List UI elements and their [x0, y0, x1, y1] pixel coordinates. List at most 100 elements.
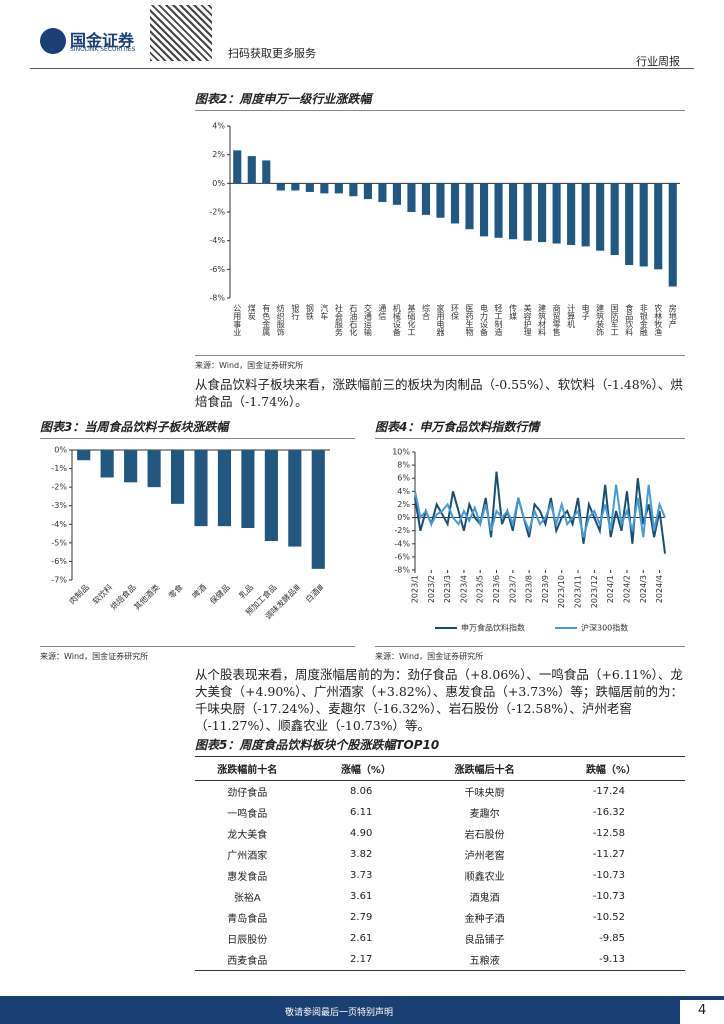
y-tick-label: -4% — [394, 539, 410, 548]
x-tick-label: 2023/12 — [590, 575, 599, 608]
bar — [100, 450, 114, 478]
x-tick-label: 2023/2 — [427, 575, 436, 603]
footer-note: 敬请参阅最后一页特别声明 — [285, 1008, 394, 1018]
table-cell: 西麦食品 — [195, 949, 300, 971]
bar — [654, 183, 663, 270]
table-row: 张裕A 3.61 酒鬼酒 -10.73 — [195, 886, 685, 907]
x-tick-label: 商贸零售 — [552, 303, 561, 337]
table-cell: 劲仔食品 — [227, 788, 268, 799]
table-cell: 一鸣食品 — [227, 809, 268, 820]
bar — [392, 183, 401, 205]
chart: 0%-1%-2%-3%-4%-5%-6%-7%肉制品 软饮料烘焙食品其他酒类 零食啤… — [51, 446, 330, 621]
logo-en: SINOLINK SECURITIES — [70, 46, 136, 53]
bar — [378, 183, 387, 202]
bar — [625, 183, 634, 266]
x-tick-label: 2024/3 — [639, 575, 648, 603]
table-cell: 张裕A — [233, 893, 261, 904]
table-cell: 青岛食品 — [227, 914, 268, 925]
x-tick-label: 医药生物 — [465, 304, 474, 337]
x-tick-label: 钢铁 — [305, 303, 314, 321]
table-cell: 2.17 — [299, 949, 433, 971]
table-cell: 2.79 — [350, 912, 373, 923]
x-tick-label: 其他酒类 — [132, 582, 162, 612]
table-cell: 五粮液 — [432, 949, 537, 971]
x-tick-label: 2023/6 — [492, 575, 501, 603]
x-tick-label: 通信 — [378, 303, 387, 321]
y-tick-label: -1% — [51, 464, 67, 473]
bar — [523, 183, 532, 241]
x-tick-label: 计算机 — [567, 303, 576, 329]
table-cell: -10.52 — [592, 912, 625, 923]
table-cell: 6.11 — [350, 807, 373, 818]
bar — [247, 156, 256, 184]
x-tick-label: 机械设备 — [392, 303, 401, 337]
table-header: 涨幅（%） — [299, 756, 433, 781]
x-tick-label: 2023/5 — [476, 575, 485, 603]
x-tick-label: 2023/10 — [557, 575, 566, 608]
logo-icon — [40, 28, 66, 54]
table-cell: 岩石股份 — [464, 830, 505, 841]
bar — [241, 450, 255, 528]
table-row: 劲仔食品 8.06 千味央厨 -17.24 — [195, 781, 685, 803]
figure-source: 来源：Wind，国金证券研究所 — [195, 355, 685, 371]
bar — [596, 183, 605, 251]
x-tick-label: 白酒Ⅲ — [303, 582, 325, 604]
x-tick-label: 2024/4 — [655, 575, 664, 603]
table-cell: 广州酒家 — [227, 851, 268, 862]
table-cell: -17.24 — [592, 786, 625, 797]
table-cell: -10.73 — [592, 870, 625, 881]
figure-title: 图表4：申万食品饮料指数行情 — [375, 418, 685, 439]
table-cell: 惠发食品 — [227, 872, 268, 883]
bar — [233, 150, 242, 184]
legend-label: 申万食品饮料指数 — [461, 623, 525, 633]
bar — [436, 183, 445, 218]
y-tick-label: 0% — [212, 179, 225, 188]
figure-title: 图表2：周度申万一级行业涨跌幅 — [195, 90, 685, 111]
x-tick-label: 美容护理 — [523, 303, 532, 336]
y-tick-label: 2% — [397, 500, 410, 509]
y-tick-label: -6% — [209, 265, 225, 274]
x-tick-label: 银行 — [291, 303, 300, 321]
bar — [291, 183, 300, 191]
table-header: 涨跌幅前十名 — [195, 756, 300, 781]
bar — [479, 183, 489, 237]
bar — [124, 450, 138, 483]
bar — [288, 450, 302, 547]
x-tick-label: 农林牧渔 — [654, 303, 663, 336]
bar — [262, 160, 271, 184]
x-tick-label: 国防军工 — [610, 304, 619, 336]
x-tick-label: 电力设备 — [480, 303, 489, 337]
x-tick-label: 电子 — [581, 303, 590, 320]
x-tick-label: 非银金融 — [639, 303, 648, 337]
bar — [538, 183, 547, 243]
qr-code — [150, 5, 212, 61]
bar — [552, 183, 561, 244]
y-tick-label: -8% — [209, 294, 225, 303]
chart: 4% 2% 0% -2% -4% -6% -8% 公用事业 煤炭 有色金属 纺织服饰 银行 钢铁 汽车 社会… — [209, 122, 680, 337]
table-row: 一鸣食品 6.11 麦趣尔 -16.32 — [195, 802, 685, 823]
x-tick-label: 基础化工 — [407, 303, 416, 336]
y-tick-label: 8% — [397, 461, 410, 470]
table-cell: -9.85 — [599, 933, 625, 944]
x-tick-label: 轻工制造 — [494, 303, 503, 337]
table-cell: -16.32 — [592, 807, 625, 818]
x-tick-label: 综合 — [421, 303, 430, 321]
table-row: 青岛食品 2.79 金种子酒 -10.52 — [195, 907, 685, 928]
y-tick-label: -4% — [51, 520, 67, 529]
doc-type: 行业周报 — [636, 55, 680, 68]
bar — [610, 183, 619, 255]
table-header: 涨跌幅后十名 — [432, 756, 537, 781]
bar — [217, 450, 232, 527]
x-tick-label: 2023/8 — [525, 575, 534, 603]
table-cell: 日辰股份 — [227, 935, 268, 946]
table-row: 惠发食品 3.73 顺鑫农业 -10.73 — [195, 865, 685, 886]
x-tick-label: 乳品 — [237, 582, 255, 600]
x-tick-label: 石油石化 — [349, 304, 358, 337]
figure-title: 图表3：当周食品饮料子板块涨跌幅 — [40, 418, 355, 439]
y-tick-label: -4% — [209, 236, 225, 245]
x-tick-label: 房地产 — [668, 303, 677, 329]
x-tick-label: 煤炭 — [247, 303, 256, 321]
bar — [509, 183, 518, 240]
bar — [305, 183, 314, 192]
x-tick-label: 纺织服饰 — [276, 303, 285, 337]
